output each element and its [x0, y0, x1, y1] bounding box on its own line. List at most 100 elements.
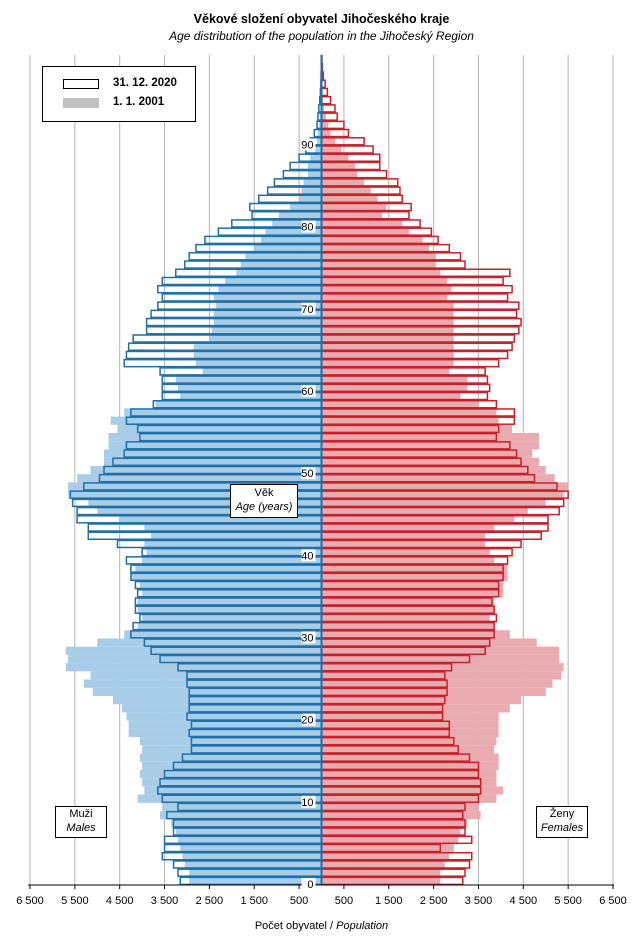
bar-2001-female-age-23 — [321, 687, 546, 696]
bar-2001-female-age-52 — [321, 449, 533, 458]
bar-2001-female-age-62 — [321, 367, 450, 376]
bar-2001-male-age-55 — [117, 424, 322, 434]
bar-2001-male-age-5 — [177, 835, 322, 844]
bar-2001-male-age-46 — [88, 498, 322, 507]
bar-2001-female-age-68 — [321, 317, 454, 327]
males-label-cz: Muži — [69, 808, 93, 820]
bar-2001-male-age-84 — [301, 186, 322, 195]
bar-2001-female-age-10 — [321, 794, 497, 803]
x-tick-label: 3 500 — [151, 895, 179, 907]
x-tick-label: 500 — [335, 895, 353, 907]
bar-2001-male-age-14 — [142, 761, 322, 770]
bar-2001-male-age-73 — [225, 276, 322, 286]
bar-2001-male-age-69 — [213, 309, 322, 318]
bar-2001-female-age-48 — [321, 482, 569, 491]
y-tick-label-bg — [301, 138, 316, 151]
bar-2001-female-age-35 — [321, 589, 504, 598]
y-tick-label: 80 — [301, 222, 313, 234]
bar-2001-female-age-74 — [321, 268, 441, 277]
bar-2001-male-age-44 — [119, 515, 322, 524]
bar-2001-female-age-92 — [321, 120, 329, 129]
bar-2001-male-age-45 — [97, 506, 322, 516]
bar-2001-male-age-38 — [135, 564, 322, 573]
bar-2001-female-age-75 — [321, 260, 436, 269]
bar-2001-male-age-58 — [155, 400, 322, 409]
bar-2001-female-age-15 — [321, 753, 499, 762]
bar-2001-female-age-32 — [321, 613, 490, 623]
bar-2001-female-age-84 — [321, 186, 371, 195]
bar-2001-female-age-8 — [321, 811, 481, 820]
bar-2001-male-age-71 — [213, 293, 322, 302]
y-tick-label: 0 — [307, 879, 313, 891]
legend-label-2001: 1. 1. 2001 — [113, 96, 165, 108]
bar-2001-female-age-77 — [321, 244, 430, 253]
bar-2001-male-age-49 — [77, 474, 322, 483]
bar-2001-female-age-27 — [321, 654, 560, 664]
bar-2001-female-age-63 — [321, 359, 454, 368]
bar-2001-female-age-46 — [321, 498, 546, 507]
bar-2001-female-age-38 — [321, 564, 508, 573]
bar-2001-male-age-52 — [103, 449, 322, 458]
bar-2001-female-age-43 — [321, 523, 495, 532]
y-tick-label-bg — [301, 467, 316, 480]
y-tick-label-bg — [301, 795, 316, 808]
y-tick-label: 70 — [301, 304, 313, 316]
bar-2001-female-age-31 — [321, 622, 495, 631]
bar-2001-male-age-10 — [137, 794, 322, 803]
bar-2001-female-age-44 — [321, 515, 515, 524]
bar-2001-male-age-59 — [180, 391, 322, 401]
y-tick-label: 10 — [301, 797, 313, 809]
x-tick-label: 3 500 — [465, 895, 493, 907]
bar-2001-female-age-7 — [321, 819, 468, 828]
x-tick-label: 5 500 — [61, 895, 89, 907]
bar-2001-male-age-4 — [180, 843, 322, 853]
bar-2001-female-age-21 — [321, 704, 510, 713]
x-axis-label-en: Population — [336, 920, 389, 932]
age-label-cz: Věk — [254, 487, 274, 499]
bar-2001-female-age-20 — [321, 712, 499, 721]
bar-2001-male-age-77 — [254, 244, 322, 253]
bar-2001-male-age-50 — [90, 465, 322, 475]
bar-2001-female-age-14 — [321, 761, 499, 770]
bar-2001-male-age-51 — [103, 457, 322, 466]
bar-2001-male-age-43 — [144, 523, 322, 532]
bar-2001-female-age-1 — [321, 868, 441, 877]
bar-2001-male-age-39 — [142, 556, 322, 565]
bar-2001-female-age-2 — [321, 860, 445, 869]
bar-2001-female-age-80 — [321, 219, 403, 228]
bar-2001-male-age-40 — [146, 548, 322, 557]
chart-title: Věkové složení obyvatel Jihočeského kraj… — [193, 12, 450, 26]
bar-2001-female-age-19 — [321, 720, 499, 729]
bar-2001-male-age-34 — [137, 597, 322, 606]
females-label-cz: Ženy — [549, 808, 575, 820]
y-tick-label-bg — [301, 631, 316, 644]
bar-2001-female-age-26 — [321, 663, 564, 672]
bar-2001-female-age-18 — [321, 728, 499, 738]
y-tick-label-bg — [301, 302, 316, 315]
bar-2001-female-age-82 — [321, 202, 387, 212]
bar-2001-female-age-4 — [321, 843, 454, 853]
bar-2001-male-age-72 — [218, 285, 322, 294]
bar-2001-male-age-9 — [162, 802, 322, 812]
bar-2001-female-age-72 — [321, 285, 452, 294]
females-label: Ženy Females — [536, 806, 588, 838]
y-tick-label-bg — [301, 549, 316, 562]
bar-2001-female-age-12 — [321, 778, 497, 787]
bar-2001-male-age-27 — [68, 654, 322, 664]
bar-2001-female-age-69 — [321, 309, 454, 318]
bar-2001-male-age-88 — [310, 153, 322, 162]
bar-2001-female-age-54 — [321, 433, 540, 442]
bar-2001-female-age-91 — [321, 128, 331, 138]
bar-2001-female-age-55 — [321, 424, 513, 434]
bar-2001-male-age-70 — [216, 301, 322, 310]
bar-2001-female-age-3 — [321, 852, 450, 861]
bar-2001-female-age-86 — [321, 170, 358, 179]
bar-2001-female-age-40 — [321, 548, 490, 557]
bar-2001-male-age-22 — [112, 695, 322, 705]
x-tick-label: 2 500 — [420, 895, 448, 907]
bar-2001-male-age-16 — [142, 745, 322, 754]
bar-2001-female-age-90 — [321, 137, 335, 146]
bar-2001-female-age-76 — [321, 252, 436, 261]
y-tick-label-bg — [301, 878, 316, 890]
bar-2001-female-age-36 — [321, 580, 504, 590]
